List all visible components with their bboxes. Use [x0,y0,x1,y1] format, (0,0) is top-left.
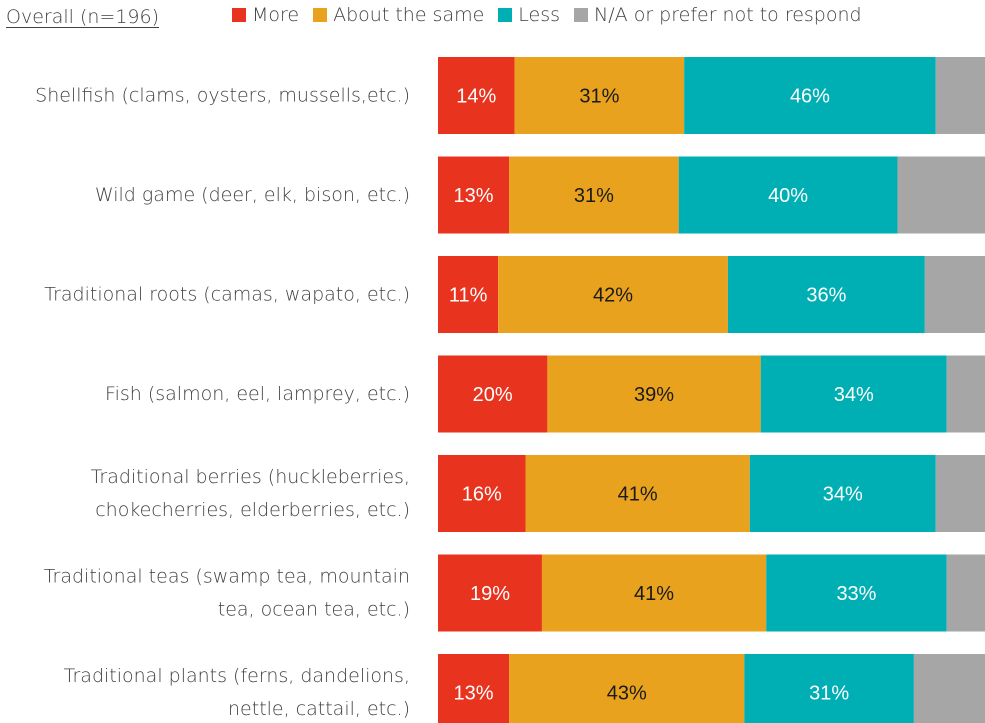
data-label: 19% [470,583,510,605]
bar-segment-about-the-same [547,355,761,433]
data-label: 40% [768,185,808,207]
data-label: 31% [574,185,614,207]
data-label: 46% [790,86,830,108]
legend-label: Less [518,4,561,26]
bar-segment-about-the-same [509,156,679,234]
legend-swatch-n-a-or-prefer-not-to-respond [574,8,589,22]
data-label: 11% [449,285,488,307]
bar-segment-less [727,256,925,333]
legend-item-less: Less [498,4,560,26]
category-label: Traditional teas (swamp tea, mountain tea… [44,566,410,621]
bar-segment-about-the-same [509,654,745,723]
bar-segment-n-a-or-prefer-not-to-respond [946,355,985,433]
data-label: 34% [823,484,863,506]
legend-item-about-the-same: About the same [313,4,484,26]
bar-row: Traditional plants (ferns, dandelions, ne… [64,654,985,723]
category-label: Shellfish (clams, oysters, mussells,etc.… [35,85,410,107]
bar-row: Shellfish (clams, oysters, mussells,etc.… [35,57,985,134]
bar-segment-n-a-or-prefer-not-to-respond [946,554,985,632]
data-label: 13% [454,185,494,207]
bar-segment-n-a-or-prefer-not-to-respond [913,654,985,723]
bar-segment-about-the-same [525,455,750,532]
data-label: 20% [473,384,513,406]
data-label: 13% [454,683,494,705]
bar-row: Fish (salmon, eel, lamprey, etc.) 20% 39% 3… [105,355,985,433]
bar-row: Traditional berries (huckleberries, choke… [91,455,985,532]
category-label: Traditional berries (huckleberries, choke… [91,466,410,521]
bar-segment-less [744,654,914,723]
data-label: 31% [579,86,619,108]
data-label: 34% [834,384,874,406]
legend-swatch-more [232,8,246,22]
bar-segment-n-a-or-prefer-not-to-respond [935,455,985,532]
data-label: 42% [593,285,633,307]
bar-segment-more [438,57,515,134]
data-label: 36% [806,285,846,307]
bar-segment-more [438,654,510,723]
bar-segment-about-the-same [541,554,767,632]
bar-segment-less [766,554,947,632]
data-label: 14% [456,86,496,108]
legend-swatch-less [498,8,513,22]
bar-segment-less [760,355,947,433]
bar-row: Traditional roots (camas, wapato, etc.) 1… [44,256,985,333]
bar-segment-about-the-same [514,57,685,134]
data-label: 31% [809,683,849,705]
bar-segment-n-a-or-prefer-not-to-respond [924,256,985,333]
data-label: 41% [618,484,658,506]
bar-segment-less [684,57,936,134]
bar-segment-more [438,455,526,532]
bar-row: Traditional teas (swamp tea, mountain tea… [44,554,985,632]
bar-row: Wild game (deer, elk, bison, etc.) 13% 31%… [95,156,985,234]
subset-label: Overall (n=196) [6,6,159,28]
data-label: 41% [634,583,674,605]
bar-segment-more [438,256,499,333]
bar-segment-more [438,156,510,234]
bar-segment-more [438,554,542,632]
category-label: Fish (salmon, eel, lamprey, etc.) [105,383,410,405]
legend-item-n-a-or-prefer-not-to-respond: N/A or prefer not to respond [574,4,862,26]
bar-segment-less [678,156,898,234]
legend-item-more: More [232,4,299,26]
category-label: Traditional roots (camas, wapato, etc.) [44,284,410,306]
category-label: Wild game (deer, elk, bison, etc.) [95,184,410,206]
bar-segment-about-the-same [498,256,728,333]
chart-legend: More About the same Less N/A or prefer not … [232,4,862,26]
legend-swatch-about-the-same [313,8,328,22]
legend-label: About the same [333,4,485,26]
legend-label: More [252,4,300,26]
data-label: 16% [462,484,502,506]
bar-segment-n-a-or-prefer-not-to-respond [897,156,985,234]
category-label: Traditional plants (ferns, dandelions, ne… [64,665,410,720]
bar-segment-more [438,355,548,433]
bar-segment-n-a-or-prefer-not-to-respond [935,57,985,134]
data-label: 33% [836,583,876,605]
bar-segment-less [749,455,936,532]
data-label: 39% [634,384,674,406]
data-label: 43% [607,683,647,705]
legend-label: N/A or prefer not to respond [594,4,862,26]
